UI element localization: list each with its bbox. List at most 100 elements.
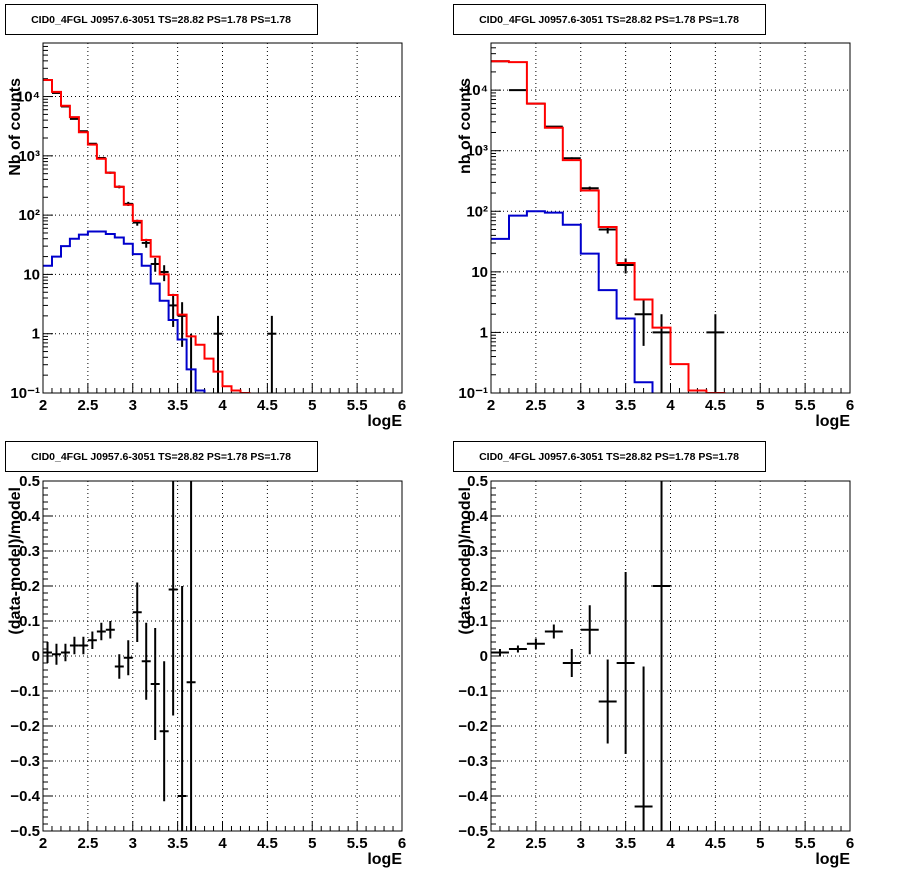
y-axis-title: nb of counts xyxy=(457,78,474,174)
y-axis-title: (data-model)/model xyxy=(457,487,474,635)
y-tick-label: 10 xyxy=(471,264,488,281)
x-tick-label: 6 xyxy=(846,397,854,414)
x-tick-label: 4.5 xyxy=(705,835,726,852)
data-point xyxy=(132,582,142,642)
plot-area xyxy=(43,481,196,831)
data-point xyxy=(598,659,617,744)
title-box: CID0_4FGL J0957.6-3051 TS=28.82 PS=1.78 … xyxy=(453,4,766,35)
x-tick-label: 5.5 xyxy=(795,397,816,414)
x-tick-label: 6 xyxy=(846,835,854,852)
data-point xyxy=(508,89,527,92)
y-tick-label: −0.3 xyxy=(458,753,488,770)
data-point xyxy=(51,643,61,665)
y-tick-labels: 10⁻¹ 1 10 10² 10³ 10⁴ xyxy=(458,82,488,402)
data-point xyxy=(213,315,223,393)
plot-area xyxy=(43,79,277,393)
title-box-frame xyxy=(453,441,766,472)
title-box-frame xyxy=(5,4,318,35)
source-model-line xyxy=(491,210,654,393)
y-tick-label: 1 xyxy=(480,324,488,341)
x-tick-label: 4.5 xyxy=(705,397,726,414)
data-point xyxy=(105,621,115,639)
data-point xyxy=(177,586,187,831)
x-tick-label: 3.5 xyxy=(615,397,636,414)
grid xyxy=(490,480,851,832)
x-axis-title: logE xyxy=(815,413,850,430)
y-tick-label: −0.4 xyxy=(458,788,488,805)
x-tick-label: 5 xyxy=(756,835,764,852)
data-point xyxy=(150,628,160,740)
data-point xyxy=(580,605,599,655)
plot-area xyxy=(491,481,671,831)
y-axis-title: Nb of counts xyxy=(7,78,24,176)
data-point xyxy=(78,636,88,655)
x-tick-label: 3.5 xyxy=(167,835,188,852)
grid xyxy=(42,480,403,832)
y-tick-label: 10³ xyxy=(18,148,40,165)
data-point xyxy=(526,638,545,649)
x-tick-label: 2 xyxy=(487,835,495,852)
y-tick-label: −0.2 xyxy=(458,718,488,735)
y-tick-label: 10³ xyxy=(466,143,488,160)
data-point xyxy=(60,643,70,662)
x-tick-label: 4 xyxy=(666,397,675,414)
chart-title: CID0_4FGL J0957.6-3051 TS=28.82 PS=1.78 … xyxy=(479,451,739,463)
x-tick-label: 2 xyxy=(39,835,47,852)
grid xyxy=(42,43,403,394)
data-points xyxy=(43,481,196,831)
x-tick-label: 2.5 xyxy=(77,397,98,414)
title-box-frame xyxy=(5,441,318,472)
data-point xyxy=(168,481,178,716)
chart-title: CID0_4FGL J0957.6-3051 TS=28.82 PS=1.78 … xyxy=(31,451,291,463)
x-tick-label: 5 xyxy=(756,397,764,414)
y-tick-label: −0.2 xyxy=(10,718,40,735)
y-tick-label: 0.1 xyxy=(19,613,40,630)
x-tick-label: 2 xyxy=(39,397,47,414)
data-point xyxy=(168,293,178,327)
x-axis-title: logE xyxy=(367,851,402,868)
title-box-frame xyxy=(453,4,766,35)
plot-frame xyxy=(490,480,851,832)
data-point xyxy=(634,666,653,831)
x-axis-title: logE xyxy=(815,851,850,868)
data-points xyxy=(491,481,671,831)
data-point xyxy=(96,622,106,641)
y-tick-label: −0.5 xyxy=(10,823,40,840)
y-tick-labels: 10⁻¹ 1 10 10² 10³ 10⁴ xyxy=(10,89,40,402)
data-point xyxy=(562,649,581,677)
y-tick-label: 0.4 xyxy=(19,508,41,525)
x-tick-label: 2 xyxy=(487,397,495,414)
x-tick-labels: 2 2.5 3 3.5 4 4.5 5 5.5 6 xyxy=(39,397,406,414)
data-point xyxy=(616,258,635,274)
source-model-line xyxy=(43,230,206,393)
data-point xyxy=(87,631,97,649)
chart-title: CID0_4FGL J0957.6-3051 TS=28.82 PS=1.78 … xyxy=(31,14,291,26)
y-tick-label: 10⁻¹ xyxy=(10,385,40,402)
x-tick-label: 5.5 xyxy=(347,835,368,852)
data-point xyxy=(652,481,671,831)
x-tick-label: 5 xyxy=(308,835,316,852)
data-point xyxy=(123,640,133,676)
x-tick-label: 4.5 xyxy=(257,835,278,852)
y-tick-labels: −0.5 −0.4 −0.3 −0.2 −0.1 0 0.1 0.2 0.3 0.4 0.5 xyxy=(10,473,40,840)
y-tick-label: −0.1 xyxy=(10,683,40,700)
title-box: CID0_4FGL J0957.6-3051 TS=28.82 PS=1.78 … xyxy=(5,4,318,35)
data-point xyxy=(114,654,124,679)
y-tick-label: 0 xyxy=(32,648,40,665)
x-tick-label: 5.5 xyxy=(347,397,368,414)
y-axis-title: (data-model)/model xyxy=(7,487,24,635)
x-tick-labels: 2 2.5 3 3.5 4 4.5 5 5.5 6 xyxy=(39,835,406,852)
x-tick-label: 3 xyxy=(129,835,137,852)
data-point xyxy=(159,265,169,282)
data-point xyxy=(580,186,599,191)
y-tick-label: −0.5 xyxy=(458,823,488,840)
plot-area xyxy=(491,60,726,393)
x-tick-labels: 2 2.5 3 3.5 4 4.5 5 5.5 6 xyxy=(487,835,854,852)
data-point xyxy=(150,258,160,272)
y-tick-label: 10² xyxy=(18,207,40,224)
plot-frame xyxy=(42,42,403,394)
y-tick-label: 10⁻¹ xyxy=(458,385,488,402)
y-tick-label: 0 xyxy=(480,648,488,665)
y-tick-label: 1 xyxy=(32,326,40,343)
